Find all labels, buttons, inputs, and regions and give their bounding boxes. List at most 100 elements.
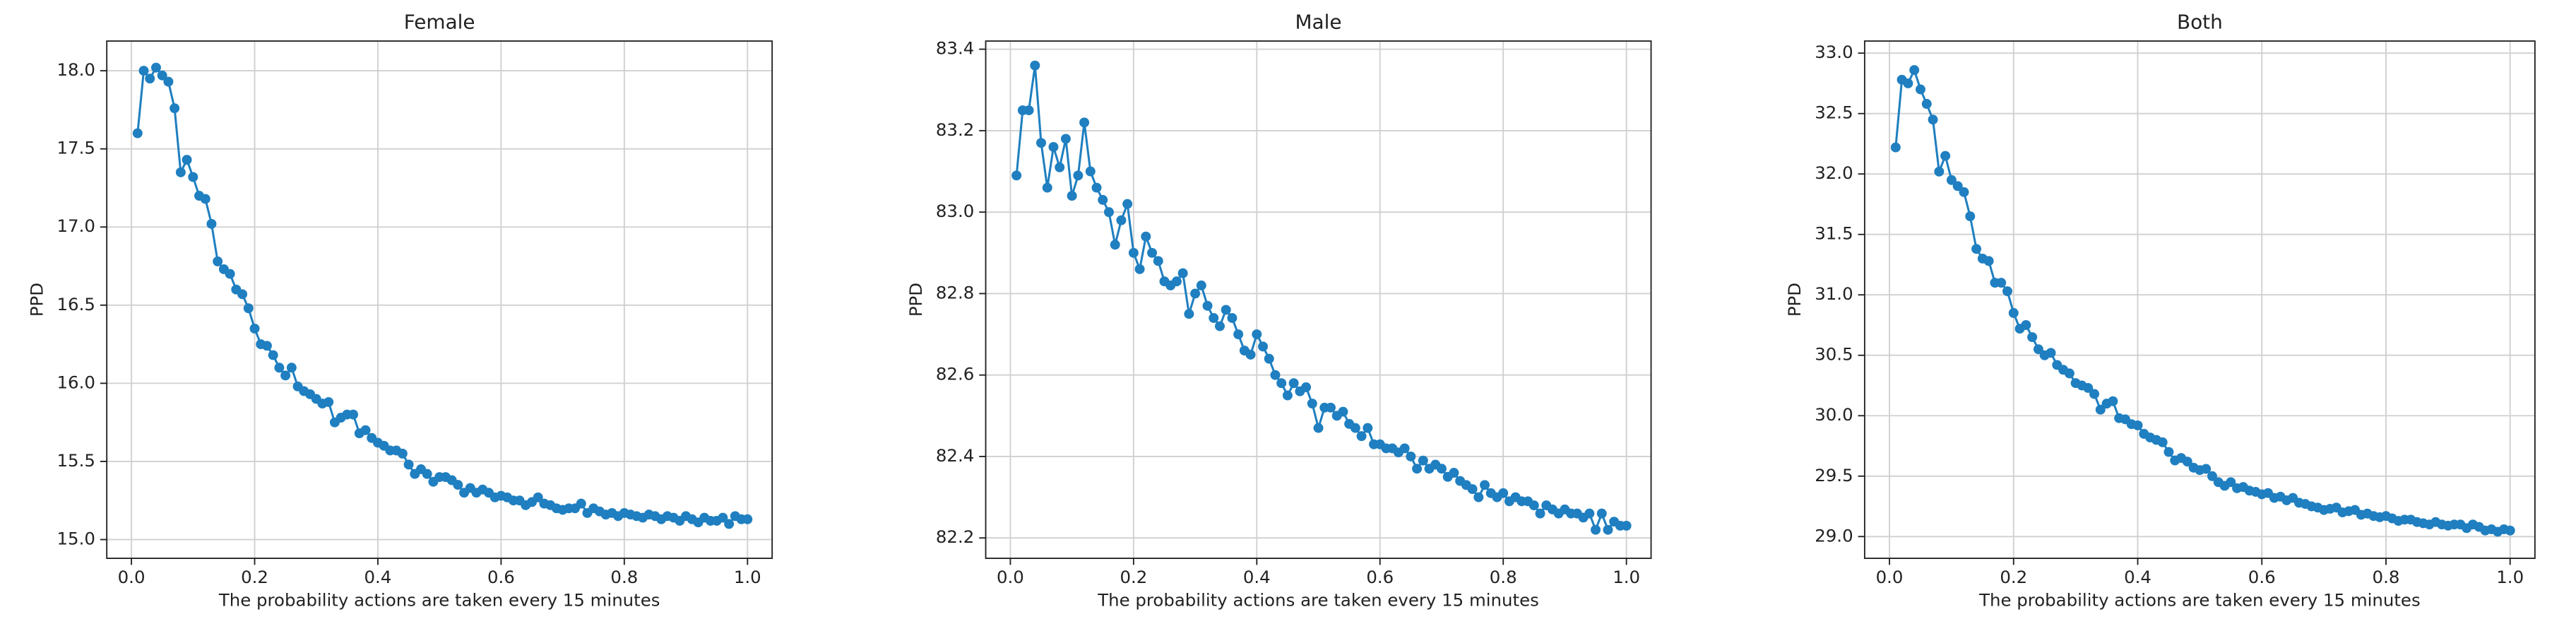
data-point — [1591, 524, 1601, 535]
data-point — [175, 167, 186, 177]
data-point — [1952, 181, 1963, 192]
x-tick-label: 0.2 — [2000, 567, 2027, 587]
data-point — [1313, 423, 1324, 433]
data-point — [397, 448, 408, 459]
y-tick-label: 82.2 — [936, 526, 974, 547]
data-point — [348, 409, 359, 420]
data-point — [2021, 320, 2031, 330]
y-tick-label: 32.0 — [1815, 163, 1853, 183]
data-point — [1221, 305, 1231, 315]
data-point — [1141, 231, 1151, 242]
data-point — [2095, 404, 2106, 415]
data-point — [225, 269, 235, 279]
data-point — [1325, 402, 1336, 413]
y-tick-label: 83.2 — [936, 119, 974, 140]
y-tick-label: 82.8 — [936, 282, 974, 302]
data-point — [1233, 329, 1244, 340]
chart: 82.2 82.4 82.6 82.8 83.0 83.2 83.4 0.0 0.2 0.4 0.6… — [906, 11, 1652, 610]
data-point — [2027, 332, 2038, 343]
x-tick-label: 0.8 — [610, 567, 638, 587]
data-point — [1067, 191, 1077, 201]
data-point — [2182, 457, 2192, 467]
data-point — [1928, 114, 1938, 125]
y-tick-label: 17.5 — [57, 138, 95, 158]
data-point — [2002, 286, 2012, 297]
data-point — [170, 103, 180, 114]
data-point — [2505, 525, 2515, 536]
data-point — [1301, 382, 1312, 392]
data-point — [1110, 240, 1120, 250]
x-tick-label: 0.4 — [1243, 567, 1271, 587]
data-point — [2089, 389, 2099, 399]
data-point — [576, 498, 586, 509]
data-point — [1048, 141, 1059, 152]
data-point — [2064, 368, 2075, 379]
x-axis-label: The probability actions are taken every … — [1097, 589, 1539, 610]
y-tick-label: 17.0 — [57, 216, 95, 236]
data-point — [213, 256, 223, 266]
data-point — [1473, 492, 1484, 502]
data-point — [188, 172, 198, 182]
data-point — [1915, 84, 1925, 95]
y-tick-label: 29.0 — [1815, 525, 1853, 546]
data-point — [1498, 488, 1509, 498]
x-tick-label: 0.6 — [1366, 567, 1394, 587]
data-point — [1535, 508, 1545, 519]
data-point — [249, 324, 260, 334]
y-tick-label: 31.5 — [1815, 223, 1853, 244]
y-tick-label: 15.0 — [57, 529, 95, 549]
data-point — [2132, 420, 2143, 430]
data-point — [1036, 138, 1047, 148]
y-axis-label: PPD — [906, 283, 926, 317]
data-point — [1042, 182, 1052, 193]
data-point — [1350, 423, 1360, 433]
chart: 29.0 29.5 30.0 30.5 31.0 31.5 32.0 32.5 33.0 0.0 0… — [1784, 11, 2536, 610]
data-point — [1122, 199, 1133, 209]
data-point — [1282, 390, 1293, 401]
data-point — [163, 76, 174, 87]
x-tick-label: 1.0 — [2496, 567, 2524, 587]
y-tick-label: 16.0 — [57, 372, 95, 392]
data-point — [2164, 447, 2174, 457]
data-point — [1996, 278, 2007, 288]
data-point — [1399, 443, 1410, 454]
data-point — [1909, 65, 1920, 76]
data-point — [533, 492, 543, 502]
data-point — [1596, 508, 1607, 519]
data-point — [1258, 341, 1269, 352]
data-point — [1245, 349, 1256, 360]
y-tick-label: 83.0 — [936, 201, 974, 221]
data-point — [261, 341, 272, 351]
data-point — [145, 73, 155, 84]
y-tick-label: 30.0 — [1815, 404, 1853, 425]
data-point — [1073, 170, 1084, 181]
data-point — [1971, 244, 1982, 254]
data-line — [1894, 67, 2510, 534]
data-point — [1214, 321, 1225, 331]
y-tick-label: 16.5 — [57, 294, 95, 314]
data-point — [1356, 431, 1367, 442]
data-point — [453, 480, 463, 490]
data-point — [206, 218, 217, 229]
y-tick-label: 29.5 — [1815, 465, 1853, 485]
data-line — [136, 65, 748, 526]
y-tick-label: 82.4 — [936, 445, 974, 466]
data-point — [2201, 464, 2212, 474]
data-point — [1196, 280, 1206, 290]
data-point — [1227, 313, 1237, 323]
data-point — [2033, 344, 2043, 355]
data-point — [2207, 471, 2217, 481]
data-point — [157, 70, 167, 81]
data-point — [200, 194, 210, 204]
data-point — [1209, 313, 1219, 323]
chart-title: Male — [1295, 11, 1341, 34]
chart: 15.0 15.5 16.0 16.5 17.0 17.5 18.0 0.0 0.2 0.4 0.6… — [26, 11, 773, 610]
x-tick-label: 0.0 — [118, 567, 146, 587]
data-point — [1023, 105, 1034, 116]
x-tick-label: 0.4 — [2124, 567, 2151, 587]
data-point — [1202, 300, 1213, 311]
data-point — [1079, 117, 1090, 128]
data-point — [1903, 78, 1913, 88]
data-point — [1055, 162, 1065, 172]
